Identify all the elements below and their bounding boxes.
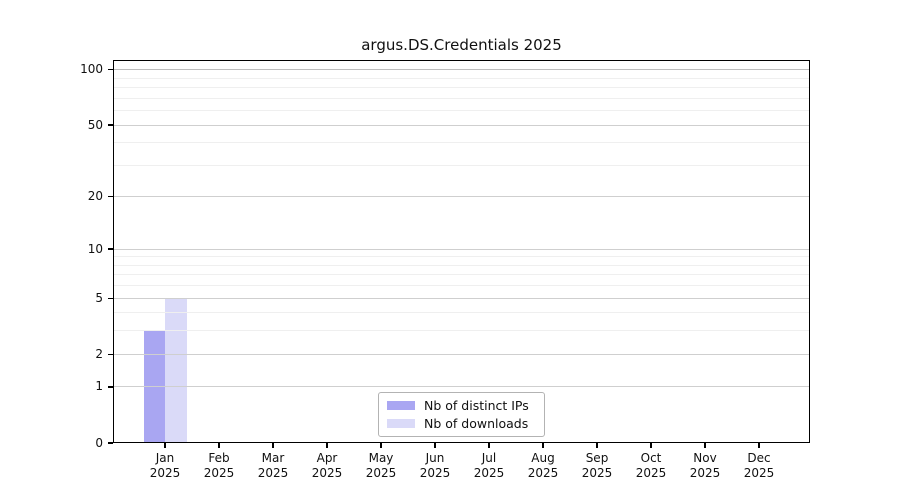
gridline-major <box>113 69 810 71</box>
x-tick-mark <box>758 443 760 448</box>
chart-title: argus.DS.Credentials 2025 <box>361 36 562 54</box>
legend-label-distinct-ips: Nb of distinct IPs <box>424 398 529 413</box>
y-tick-label: 1 <box>95 379 103 394</box>
y-tick-label: 5 <box>95 290 103 305</box>
x-tick-mark <box>488 443 490 448</box>
gridline-major <box>113 297 810 299</box>
y-tick-label: 20 <box>87 189 103 204</box>
x-tick-mark <box>380 443 382 448</box>
gridline-major <box>113 248 810 250</box>
legend-item-distinct-ips: Nb of distinct IPs <box>387 398 544 413</box>
x-tick-label: Feb 2025 <box>203 451 235 480</box>
legend-label-downloads: Nb of downloads <box>424 416 529 431</box>
x-tick-label: May 2025 <box>365 451 397 480</box>
gridline-major <box>113 353 810 355</box>
legend: Nb of distinct IPs Nb of downloads <box>378 392 545 437</box>
x-tick-label: Sep 2025 <box>581 451 613 480</box>
x-tick-label: Dec 2025 <box>743 451 775 480</box>
x-tick-label: Jun 2025 <box>419 451 451 480</box>
x-tick-label: Aug 2025 <box>527 451 559 480</box>
y-tick-mark <box>108 248 113 250</box>
gridline-major <box>113 196 810 198</box>
x-tick-mark <box>272 443 274 448</box>
gridline-minor <box>113 77 810 79</box>
x-tick-label: Jul 2025 <box>473 451 505 480</box>
y-tick-mark <box>108 353 113 355</box>
x-tick-label: Nov 2025 <box>689 451 721 480</box>
gridline-minor <box>113 110 810 112</box>
gridline-minor <box>113 330 810 332</box>
y-tick-label: 50 <box>87 117 103 132</box>
y-tick-label: 100 <box>80 62 103 77</box>
x-tick-mark <box>596 443 598 448</box>
y-tick-mark <box>108 297 113 299</box>
legend-item-downloads: Nb of downloads <box>387 416 544 431</box>
y-tick-mark <box>108 196 113 198</box>
y-tick-mark <box>108 442 113 444</box>
y-tick-label: 0 <box>95 435 103 450</box>
gridline-major <box>113 124 810 126</box>
y-tick-mark <box>108 124 113 126</box>
bar-downloads-jan <box>165 298 187 443</box>
gridline-minor <box>113 142 810 144</box>
x-tick-mark <box>326 443 328 448</box>
x-tick-mark <box>650 443 652 448</box>
x-tick-mark <box>164 443 166 448</box>
y-tick-label: 10 <box>87 241 103 256</box>
legend-swatch-distinct-ips-icon <box>387 401 415 410</box>
x-tick-label: Apr 2025 <box>311 451 343 480</box>
y-tick-mark <box>108 386 113 388</box>
gridline-minor <box>113 312 810 314</box>
x-tick-mark <box>218 443 220 448</box>
x-tick-mark <box>704 443 706 448</box>
x-tick-label: Mar 2025 <box>257 451 289 480</box>
gridline-minor <box>113 87 810 89</box>
x-tick-mark <box>542 443 544 448</box>
y-tick-mark <box>108 69 113 71</box>
y-tick-label: 2 <box>95 346 103 361</box>
x-tick-label: Jan 2025 <box>149 451 181 480</box>
x-tick-mark <box>434 443 436 448</box>
legend-swatch-downloads-icon <box>387 419 415 428</box>
gridline-minor <box>113 274 810 276</box>
gridline-minor <box>113 97 810 99</box>
gridline-minor <box>113 164 810 166</box>
gridline-minor <box>113 264 810 266</box>
x-tick-label: Oct 2025 <box>635 451 667 480</box>
gridline-minor <box>113 256 810 258</box>
gridline-major <box>113 386 810 388</box>
gridline-minor <box>113 285 810 287</box>
